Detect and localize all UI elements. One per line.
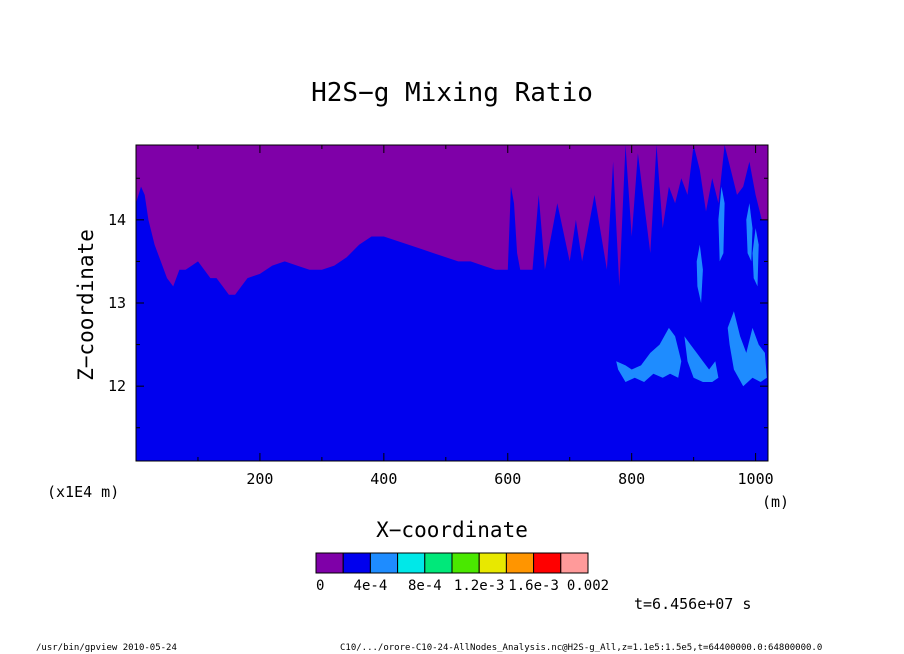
x-tick-label: 1000	[738, 470, 774, 488]
x-tick-label: 400	[370, 470, 397, 488]
y-axis-label: Z−coordinate	[74, 229, 98, 381]
field-patch	[684, 336, 719, 382]
field-patch	[616, 327, 682, 382]
x-axis: 200 400 600 800 1000	[197, 145, 774, 488]
colorbar-swatch	[369, 552, 399, 574]
y-tick-label: 13	[108, 294, 126, 312]
x-unit-label: (m)	[762, 493, 789, 511]
field-region-below-detection	[136, 145, 768, 295]
x-tick-label: 600	[494, 470, 521, 488]
x-axis-label: X−coordinate	[376, 518, 528, 542]
source-stamp: C10/.../orore-C10-24-AllNodes_Analysis.n…	[340, 643, 822, 653]
colorbar-swatch	[560, 552, 589, 574]
colorbar-label: 0.002	[567, 578, 609, 594]
field-patch	[727, 311, 767, 387]
y-axis: 12 13 14	[108, 177, 768, 429]
colorbar-swatch	[397, 552, 426, 574]
colorbar-swatch	[505, 552, 535, 574]
plot-area: 200 400 600 800 1000 12 13 14	[108, 144, 774, 488]
colorbar-swatch	[478, 552, 507, 574]
colorbar-swatch	[424, 552, 453, 574]
field-patch	[752, 228, 759, 287]
colorbar-label: 1.6e-3	[508, 578, 559, 594]
field-patch	[718, 186, 725, 262]
colorbar-label: 4e-4	[354, 578, 388, 594]
colorbar-swatch	[451, 552, 480, 574]
colorbar-label: 0	[316, 578, 324, 594]
colorbar-swatch	[315, 552, 344, 574]
y-tick-label: 14	[108, 211, 126, 229]
x-tick-label: 200	[246, 470, 273, 488]
x-tick-label: 800	[618, 470, 645, 488]
field-patch	[696, 244, 703, 303]
colorbar-label: 8e-4	[408, 578, 442, 594]
program-stamp: /usr/bin/gpview 2010-05-24	[36, 643, 177, 653]
y-scale-note: (x1E4 m)	[47, 483, 119, 501]
field-patches	[616, 186, 767, 387]
colorbar-swatch	[533, 552, 562, 574]
colorbar: 0 4e-4 8e-4 1.2e-3 1.6e-3 0.002	[315, 552, 609, 594]
field-patch	[746, 203, 753, 262]
y-tick-label: 12	[108, 377, 126, 395]
time-stamp: t=6.456e+07 s	[634, 595, 751, 613]
colorbar-swatch	[342, 552, 371, 574]
chart-title: H2S−g Mixing Ratio	[311, 78, 593, 108]
colorbar-label: 1.2e-3	[454, 578, 505, 594]
